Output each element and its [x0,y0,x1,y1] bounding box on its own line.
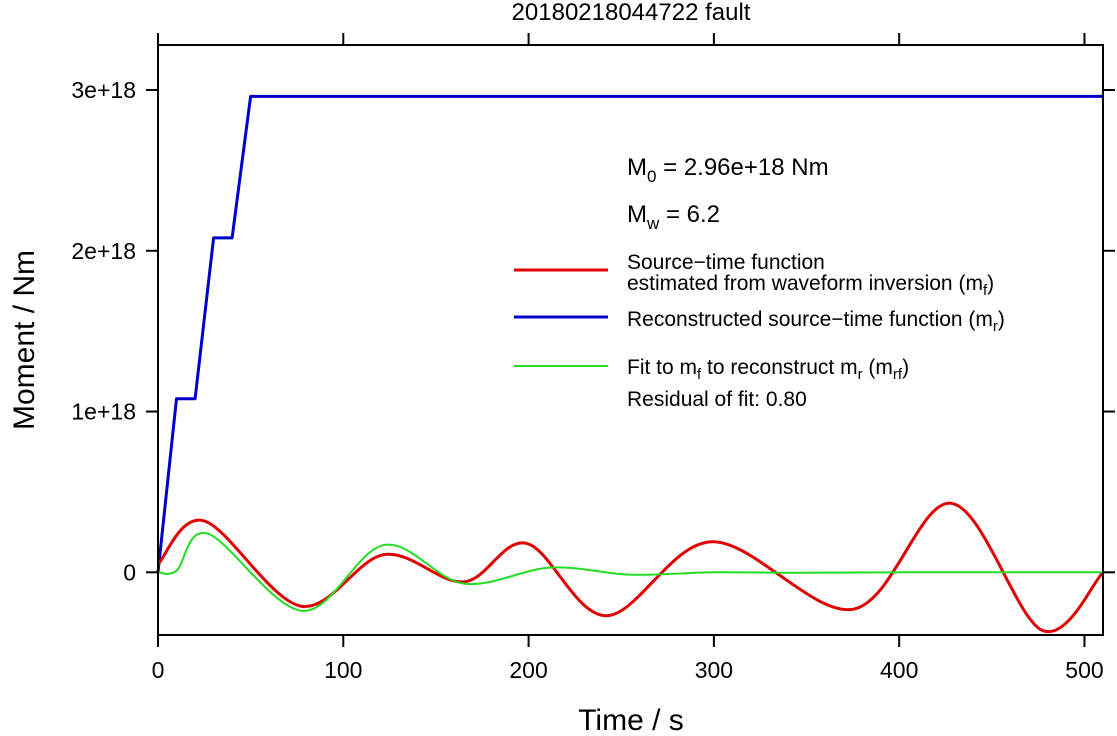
legend-label-source-time-function-line2: estimated from waveform inversion (mf) [627,272,994,299]
axes-layer: 0 100 200 300 400 500 0 1e+18 2e+18 3e+18 [71,33,1115,683]
plot-frame [157,44,1104,636]
y-tick-label-3: 3e+18 [71,77,136,103]
legend-label-reconstructed: Reconstructed source−time function (mr) [627,308,1005,335]
y-axis-label: Moment / Nm [8,250,41,430]
y-tick-label-2: 2e+18 [71,238,136,264]
x-tick-label-5: 500 [1065,657,1103,683]
y-tick-label-1: 1e+18 [71,399,136,425]
x-axis-label: Time / s [578,704,684,736]
chart-title: 20180218044722 fault [512,0,751,26]
m0-annotation: M0 = 2.96e+18 Nm [627,154,829,186]
legend: Source−time function estimated from wave… [514,251,1005,411]
mw-annotation: Mw = 6.2 [627,201,720,233]
x-tick-label-3: 300 [695,657,733,683]
x-tick-label-1: 100 [324,657,362,683]
series-fit [157,531,1103,612]
x-tick-label-0: 0 [152,657,165,683]
residual-annotation: Residual of fit: 0.80 [627,388,807,411]
y-tick-label-0: 0 [123,559,136,585]
series-reconstructed [156,94,1103,573]
legend-label-source-time-function: Source−time function [627,251,825,274]
series-source-time-function [156,501,1105,634]
series-layer [156,94,1105,634]
x-tick-label-4: 400 [880,657,918,683]
x-tick-label-2: 200 [509,657,547,683]
legend-label-fit: Fit to mf to reconstruct mr (mrf) [627,356,909,383]
